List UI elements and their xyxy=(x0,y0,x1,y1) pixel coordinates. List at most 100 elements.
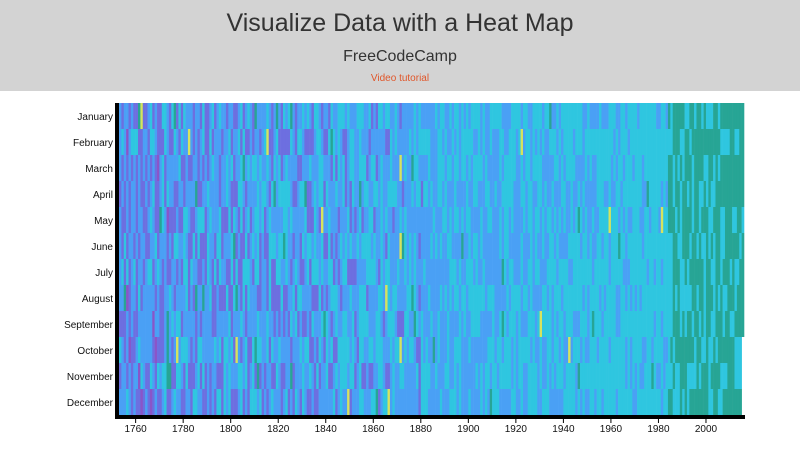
heat-cell[interactable] xyxy=(465,363,469,389)
heat-cell[interactable] xyxy=(252,129,255,155)
heat-cell[interactable] xyxy=(197,207,201,233)
heat-cell[interactable] xyxy=(717,129,721,155)
heat-cell[interactable] xyxy=(411,129,414,155)
heat-cell[interactable] xyxy=(425,181,429,207)
heat-cell[interactable] xyxy=(290,207,293,233)
heat-cell[interactable] xyxy=(511,207,514,233)
heat-cell[interactable] xyxy=(161,337,165,363)
heat-cell[interactable] xyxy=(347,129,350,155)
heat-cell[interactable] xyxy=(259,311,262,337)
heat-cell[interactable] xyxy=(252,233,255,259)
heat-cell[interactable] xyxy=(634,129,638,155)
heat-cell[interactable] xyxy=(580,363,583,389)
heat-cell[interactable] xyxy=(266,259,270,285)
heat-cell[interactable] xyxy=(266,285,270,311)
heat-cell[interactable] xyxy=(123,337,127,363)
heat-cell[interactable] xyxy=(663,181,666,207)
heat-cell[interactable] xyxy=(682,337,685,363)
heat-cell[interactable] xyxy=(553,389,557,415)
heat-cell[interactable] xyxy=(411,207,414,233)
heat-cell[interactable] xyxy=(416,337,419,363)
heat-cell[interactable] xyxy=(304,103,308,129)
heat-cell[interactable] xyxy=(435,207,438,233)
heat-cell[interactable] xyxy=(164,311,167,337)
heat-cell[interactable] xyxy=(261,389,265,415)
heat-cell[interactable] xyxy=(254,129,258,155)
heat-cell[interactable] xyxy=(632,363,635,389)
heat-cell[interactable] xyxy=(615,207,619,233)
heat-cell[interactable] xyxy=(209,259,212,285)
heat-cell[interactable] xyxy=(561,337,564,363)
heat-cell[interactable] xyxy=(663,233,666,259)
heat-cell[interactable] xyxy=(487,233,491,259)
heat-cell[interactable] xyxy=(522,129,526,155)
heat-cell[interactable] xyxy=(202,103,205,129)
heat-cell[interactable] xyxy=(356,311,360,337)
heat-cell[interactable] xyxy=(679,311,683,337)
heat-cell[interactable] xyxy=(337,311,341,337)
heat-cell[interactable] xyxy=(613,233,616,259)
heat-cell[interactable] xyxy=(161,285,165,311)
heat-cell[interactable] xyxy=(145,207,148,233)
heat-cell[interactable] xyxy=(368,285,372,311)
heat-cell[interactable] xyxy=(256,259,260,285)
heat-cell[interactable] xyxy=(190,233,193,259)
heat-cell[interactable] xyxy=(394,363,398,389)
heat-cell[interactable] xyxy=(489,311,493,337)
heat-cell[interactable] xyxy=(347,337,350,363)
heat-cell[interactable] xyxy=(606,389,609,415)
heat-cell[interactable] xyxy=(411,389,414,415)
heat-cell[interactable] xyxy=(648,155,652,181)
heat-cell[interactable] xyxy=(221,389,224,415)
heat-cell[interactable] xyxy=(199,181,203,207)
heat-cell[interactable] xyxy=(211,181,215,207)
heat-cell[interactable] xyxy=(501,207,505,233)
heat-cell[interactable] xyxy=(703,311,707,337)
heat-cell[interactable] xyxy=(442,129,445,155)
heat-cell[interactable] xyxy=(394,129,398,155)
heat-cell[interactable] xyxy=(653,285,657,311)
heat-cell[interactable] xyxy=(354,285,357,311)
heat-cell[interactable] xyxy=(344,389,348,415)
heat-cell[interactable] xyxy=(256,363,260,389)
heat-cell[interactable] xyxy=(190,285,193,311)
heat-cell[interactable] xyxy=(437,103,441,129)
heat-cell[interactable] xyxy=(380,155,384,181)
heat-cell[interactable] xyxy=(418,129,422,155)
heat-cell[interactable] xyxy=(572,389,576,415)
heat-cell[interactable] xyxy=(342,337,346,363)
heat-cell[interactable] xyxy=(720,233,723,259)
heat-cell[interactable] xyxy=(195,129,198,155)
heat-cell[interactable] xyxy=(492,259,495,285)
heat-cell[interactable] xyxy=(304,207,308,233)
heat-cell[interactable] xyxy=(147,285,151,311)
heat-cell[interactable] xyxy=(159,103,163,129)
heat-cell[interactable] xyxy=(587,207,590,233)
heat-cell[interactable] xyxy=(378,103,381,129)
heat-cell[interactable] xyxy=(660,181,664,207)
heat-cell[interactable] xyxy=(323,285,327,311)
heat-cell[interactable] xyxy=(385,285,388,311)
heat-cell[interactable] xyxy=(627,129,631,155)
heat-cell[interactable] xyxy=(363,311,367,337)
heat-cell[interactable] xyxy=(565,181,569,207)
heat-cell[interactable] xyxy=(618,311,621,337)
heat-cell[interactable] xyxy=(204,207,208,233)
heat-cell[interactable] xyxy=(256,337,260,363)
heat-cell[interactable] xyxy=(218,233,222,259)
heat-cell[interactable] xyxy=(458,181,462,207)
heat-cell[interactable] xyxy=(656,285,659,311)
heat-cell[interactable] xyxy=(304,311,308,337)
heat-cell[interactable] xyxy=(717,337,721,363)
heat-cell[interactable] xyxy=(361,285,365,311)
heat-cell[interactable] xyxy=(494,389,498,415)
heat-cell[interactable] xyxy=(278,103,281,129)
heat-cell[interactable] xyxy=(126,259,129,285)
heat-cell[interactable] xyxy=(563,363,567,389)
heat-cell[interactable] xyxy=(337,285,341,311)
heat-cell[interactable] xyxy=(418,233,422,259)
heat-cell[interactable] xyxy=(568,155,571,181)
heat-cell[interactable] xyxy=(665,103,669,129)
heat-cell[interactable] xyxy=(506,311,510,337)
heat-cell[interactable] xyxy=(522,259,526,285)
